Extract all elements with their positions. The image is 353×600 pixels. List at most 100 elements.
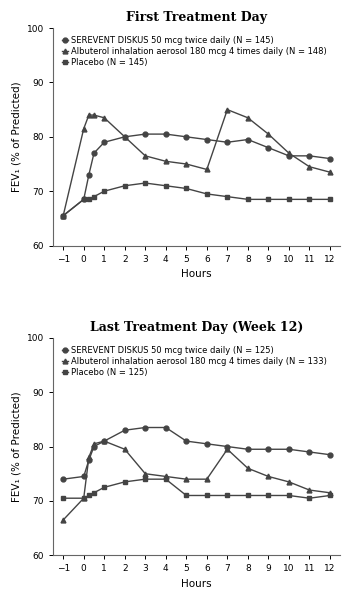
Placebo (N = 125) [205,492,209,499]
Line: Placebo (N = 145): Placebo (N = 145) [61,181,333,218]
SEREVENT DISKUS 50 mcg twice daily (N = 145) [287,152,291,160]
Line: SEREVENT DISKUS 50 mcg twice daily (N = 125): SEREVENT DISKUS 50 mcg twice daily (N = … [61,425,333,482]
SEREVENT DISKUS 50 mcg twice daily (N = 125) [82,473,86,480]
SEREVENT DISKUS 50 mcg twice daily (N = 125) [307,448,312,455]
SEREVENT DISKUS 50 mcg twice daily (N = 125) [164,424,168,431]
Title: First Treatment Day: First Treatment Day [126,11,267,24]
Y-axis label: FEV₁ (% of Predicted): FEV₁ (% of Predicted) [11,82,21,192]
Albuterol inhalation aerosol 180 mcg 4 times daily (N = 148) [287,149,291,157]
SEREVENT DISKUS 50 mcg twice daily (N = 125) [122,427,127,434]
Albuterol inhalation aerosol 180 mcg 4 times daily (N = 133) [164,473,168,480]
Albuterol inhalation aerosol 180 mcg 4 times daily (N = 133) [184,476,189,483]
Placebo (N = 145) [266,196,270,203]
Line: SEREVENT DISKUS 50 mcg twice daily (N = 145): SEREVENT DISKUS 50 mcg twice daily (N = … [61,131,333,218]
SEREVENT DISKUS 50 mcg twice daily (N = 125) [328,451,332,458]
Albuterol inhalation aerosol 180 mcg 4 times daily (N = 133) [246,464,250,472]
SEREVENT DISKUS 50 mcg twice daily (N = 145) [307,152,312,160]
Placebo (N = 125) [307,494,312,502]
Albuterol inhalation aerosol 180 mcg 4 times daily (N = 133) [61,517,65,524]
Legend: SEREVENT DISKUS 50 mcg twice daily (N = 125), Albuterol inhalation aerosol 180 m: SEREVENT DISKUS 50 mcg twice daily (N = … [60,344,328,379]
Albuterol inhalation aerosol 180 mcg 4 times daily (N = 133) [82,494,86,502]
Line: Albuterol inhalation aerosol 180 mcg 4 times daily (N = 148): Albuterol inhalation aerosol 180 mcg 4 t… [61,107,333,218]
Albuterol inhalation aerosol 180 mcg 4 times daily (N = 133) [143,470,148,478]
Placebo (N = 145) [92,193,96,200]
Albuterol inhalation aerosol 180 mcg 4 times daily (N = 148) [246,114,250,121]
Placebo (N = 125) [87,492,91,499]
Albuterol inhalation aerosol 180 mcg 4 times daily (N = 148) [122,133,127,140]
SEREVENT DISKUS 50 mcg twice daily (N = 145) [102,139,106,146]
Placebo (N = 125) [92,489,96,496]
Albuterol inhalation aerosol 180 mcg 4 times daily (N = 148) [143,152,148,160]
SEREVENT DISKUS 50 mcg twice daily (N = 145) [266,144,270,151]
SEREVENT DISKUS 50 mcg twice daily (N = 125) [143,424,148,431]
Albuterol inhalation aerosol 180 mcg 4 times daily (N = 148) [82,125,86,132]
SEREVENT DISKUS 50 mcg twice daily (N = 125) [102,437,106,445]
Albuterol inhalation aerosol 180 mcg 4 times daily (N = 133) [266,473,270,480]
Placebo (N = 145) [61,212,65,219]
Albuterol inhalation aerosol 180 mcg 4 times daily (N = 148) [61,212,65,219]
Albuterol inhalation aerosol 180 mcg 4 times daily (N = 148) [328,169,332,176]
Placebo (N = 125) [266,492,270,499]
Y-axis label: FEV₁ (% of Predicted): FEV₁ (% of Predicted) [11,391,21,502]
Placebo (N = 145) [164,182,168,190]
SEREVENT DISKUS 50 mcg twice daily (N = 145) [225,139,229,146]
Placebo (N = 145) [82,196,86,203]
Placebo (N = 125) [225,492,229,499]
Albuterol inhalation aerosol 180 mcg 4 times daily (N = 133) [205,476,209,483]
Albuterol inhalation aerosol 180 mcg 4 times daily (N = 148) [225,106,229,113]
SEREVENT DISKUS 50 mcg twice daily (N = 145) [82,196,86,203]
SEREVENT DISKUS 50 mcg twice daily (N = 145) [328,155,332,162]
SEREVENT DISKUS 50 mcg twice daily (N = 125) [87,457,91,464]
Legend: SEREVENT DISKUS 50 mcg twice daily (N = 145), Albuterol inhalation aerosol 180 m: SEREVENT DISKUS 50 mcg twice daily (N = … [60,34,328,69]
Placebo (N = 145) [205,190,209,197]
Albuterol inhalation aerosol 180 mcg 4 times daily (N = 148) [102,114,106,121]
Placebo (N = 125) [102,484,106,491]
Albuterol inhalation aerosol 180 mcg 4 times daily (N = 133) [225,446,229,453]
Line: Albuterol inhalation aerosol 180 mcg 4 times daily (N = 133): Albuterol inhalation aerosol 180 mcg 4 t… [61,439,333,523]
Placebo (N = 125) [122,478,127,485]
Placebo (N = 145) [122,182,127,190]
Albuterol inhalation aerosol 180 mcg 4 times daily (N = 133) [287,478,291,485]
X-axis label: Hours: Hours [181,269,212,279]
Albuterol inhalation aerosol 180 mcg 4 times daily (N = 133) [87,454,91,461]
Title: Last Treatment Day (Week 12): Last Treatment Day (Week 12) [90,321,303,334]
Placebo (N = 145) [307,196,312,203]
SEREVENT DISKUS 50 mcg twice daily (N = 145) [184,133,189,140]
Placebo (N = 145) [184,185,189,192]
SEREVENT DISKUS 50 mcg twice daily (N = 125) [225,443,229,450]
Placebo (N = 125) [246,492,250,499]
SEREVENT DISKUS 50 mcg twice daily (N = 125) [61,476,65,483]
SEREVENT DISKUS 50 mcg twice daily (N = 145) [87,171,91,178]
SEREVENT DISKUS 50 mcg twice daily (N = 125) [184,437,189,445]
Placebo (N = 145) [225,193,229,200]
Placebo (N = 125) [61,494,65,502]
Albuterol inhalation aerosol 180 mcg 4 times daily (N = 148) [164,158,168,165]
X-axis label: Hours: Hours [181,579,212,589]
Placebo (N = 125) [287,492,291,499]
Albuterol inhalation aerosol 180 mcg 4 times daily (N = 148) [205,166,209,173]
SEREVENT DISKUS 50 mcg twice daily (N = 145) [164,131,168,138]
Placebo (N = 125) [143,476,148,483]
SEREVENT DISKUS 50 mcg twice daily (N = 125) [246,446,250,453]
SEREVENT DISKUS 50 mcg twice daily (N = 145) [246,136,250,143]
Albuterol inhalation aerosol 180 mcg 4 times daily (N = 133) [122,446,127,453]
SEREVENT DISKUS 50 mcg twice daily (N = 125) [205,440,209,448]
SEREVENT DISKUS 50 mcg twice daily (N = 145) [143,131,148,138]
Placebo (N = 145) [143,179,148,187]
Albuterol inhalation aerosol 180 mcg 4 times daily (N = 148) [307,163,312,170]
Line: Placebo (N = 125): Placebo (N = 125) [61,477,333,500]
Albuterol inhalation aerosol 180 mcg 4 times daily (N = 148) [266,131,270,138]
Albuterol inhalation aerosol 180 mcg 4 times daily (N = 133) [102,437,106,445]
Placebo (N = 125) [328,492,332,499]
Albuterol inhalation aerosol 180 mcg 4 times daily (N = 133) [92,440,96,448]
SEREVENT DISKUS 50 mcg twice daily (N = 145) [205,136,209,143]
Placebo (N = 125) [82,494,86,502]
Placebo (N = 145) [246,196,250,203]
Albuterol inhalation aerosol 180 mcg 4 times daily (N = 133) [307,487,312,494]
Placebo (N = 125) [184,492,189,499]
Placebo (N = 145) [287,196,291,203]
Placebo (N = 145) [87,196,91,203]
SEREVENT DISKUS 50 mcg twice daily (N = 145) [61,212,65,219]
SEREVENT DISKUS 50 mcg twice daily (N = 125) [287,446,291,453]
SEREVENT DISKUS 50 mcg twice daily (N = 145) [122,133,127,140]
